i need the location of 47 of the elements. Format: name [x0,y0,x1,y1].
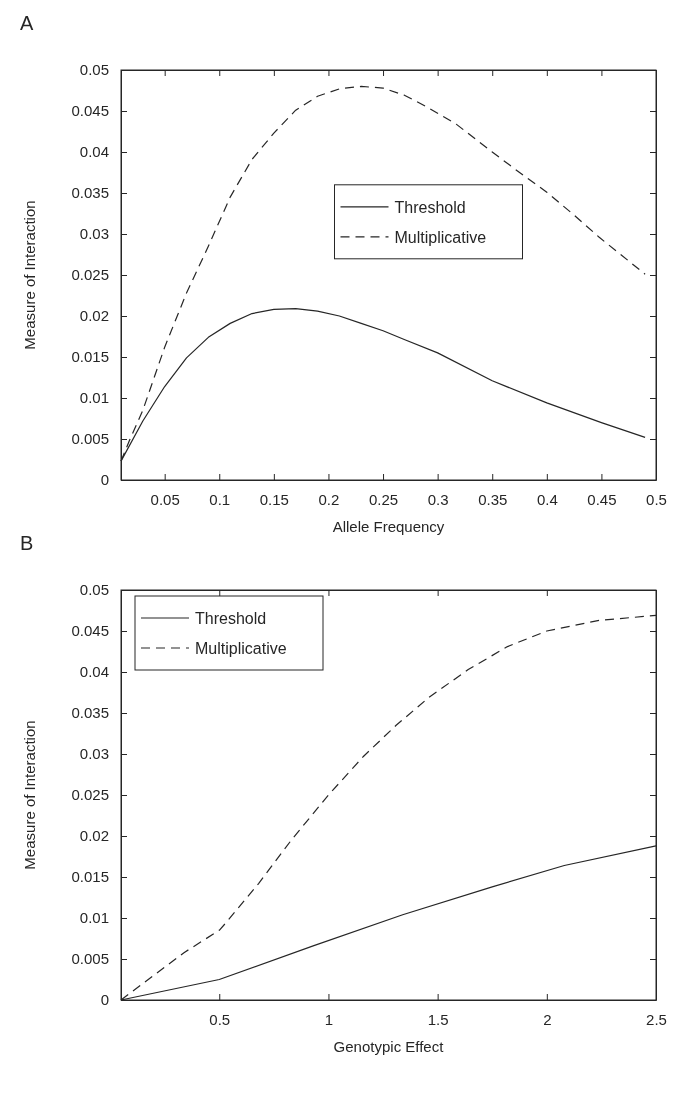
y-tick-label: 0.04 [79,663,109,681]
x-tick-label: 0.35 [478,490,508,508]
y-tick-label: 0.04 [79,143,109,161]
x-tick-label: 2 [543,1010,552,1028]
x-tick-label: 0.5 [209,1010,231,1028]
y-axis-title: Measure of Interaction [21,200,38,350]
x-axis-title: Genotypic Effect [333,1038,445,1055]
y-tick-label: 0.01 [79,389,109,407]
x-tick-label: 0.15 [259,490,289,508]
y-tick-label: 0.035 [71,704,109,722]
y-tick-label: 0.015 [71,868,109,886]
y-tick-label: 0.01 [79,909,109,927]
x-tick-label: 0.45 [587,490,617,508]
y-tick-label: 0.05 [79,581,109,599]
y-tick-label: 0.005 [71,950,109,968]
y-tick-label: 0.05 [79,61,109,79]
y-tick-label: 0.02 [79,307,109,325]
y-tick-label: 0.015 [71,348,109,366]
x-tick-label: 0.5 [646,490,667,508]
y-tick-label: 0 [100,471,109,489]
x-tick-label: 0.25 [368,490,399,508]
y-tick-label: 0.03 [79,225,109,243]
y-tick-label: 0.005 [71,430,109,448]
x-tick-label: 0.3 [427,490,449,508]
y-tick-label: 0.025 [71,786,109,804]
y-tick-label: 0.045 [71,622,109,640]
chart-title: B [20,532,34,554]
legend-label: Multiplicative [195,640,287,657]
y-tick-label: 0.035 [71,184,109,202]
legend-label: Threshold [195,610,267,627]
x-axis-title: Allele Frequency [332,518,445,535]
x-tick-label: 0.1 [209,490,231,508]
legend-label: Threshold [394,198,466,216]
x-tick-label: 1.5 [427,1010,449,1028]
y-tick-label: 0.045 [71,102,109,120]
x-tick-label: 0.2 [318,490,340,508]
chart-title: A [20,12,34,34]
y-tick-label: 0 [100,991,109,1009]
y-axis-title: Measure of Interaction [21,720,38,870]
x-tick-label: 1 [324,1010,334,1028]
x-tick-label: 2.5 [646,1010,667,1028]
legend-label: Multiplicative [394,228,487,246]
y-tick-label: 0.03 [79,745,109,763]
y-tick-label: 0.02 [79,827,109,845]
x-tick-label: 0.4 [536,490,558,508]
x-tick-label: 0.05 [150,490,180,508]
y-tick-label: 0.025 [71,266,109,284]
